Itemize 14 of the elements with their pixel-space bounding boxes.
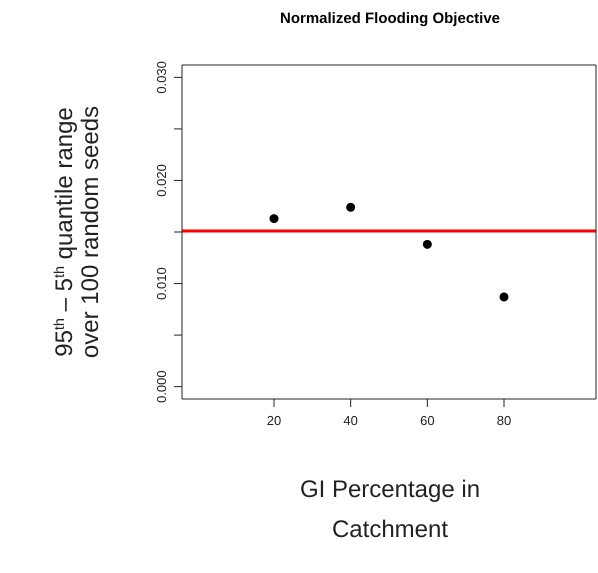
y-tick-label: 0.000 [154,370,169,403]
y-tick-label: 0.030 [154,61,169,94]
point [422,240,432,249]
x-tick-label: 80 [496,413,512,428]
y-tick-label: 0.010 [154,267,169,300]
point [499,292,509,302]
point [269,214,279,224]
x-tick-label: 40 [343,413,358,428]
point [346,202,356,212]
chart-title: Normalized Flooding Objective [278,10,502,27]
x-axis-title: GI Percentage in Catchment [298,475,482,545]
y-tick-label: 0.020 [154,164,169,197]
x-tick-label: 60 [420,413,435,428]
x-tick-label: 20 [266,413,282,428]
